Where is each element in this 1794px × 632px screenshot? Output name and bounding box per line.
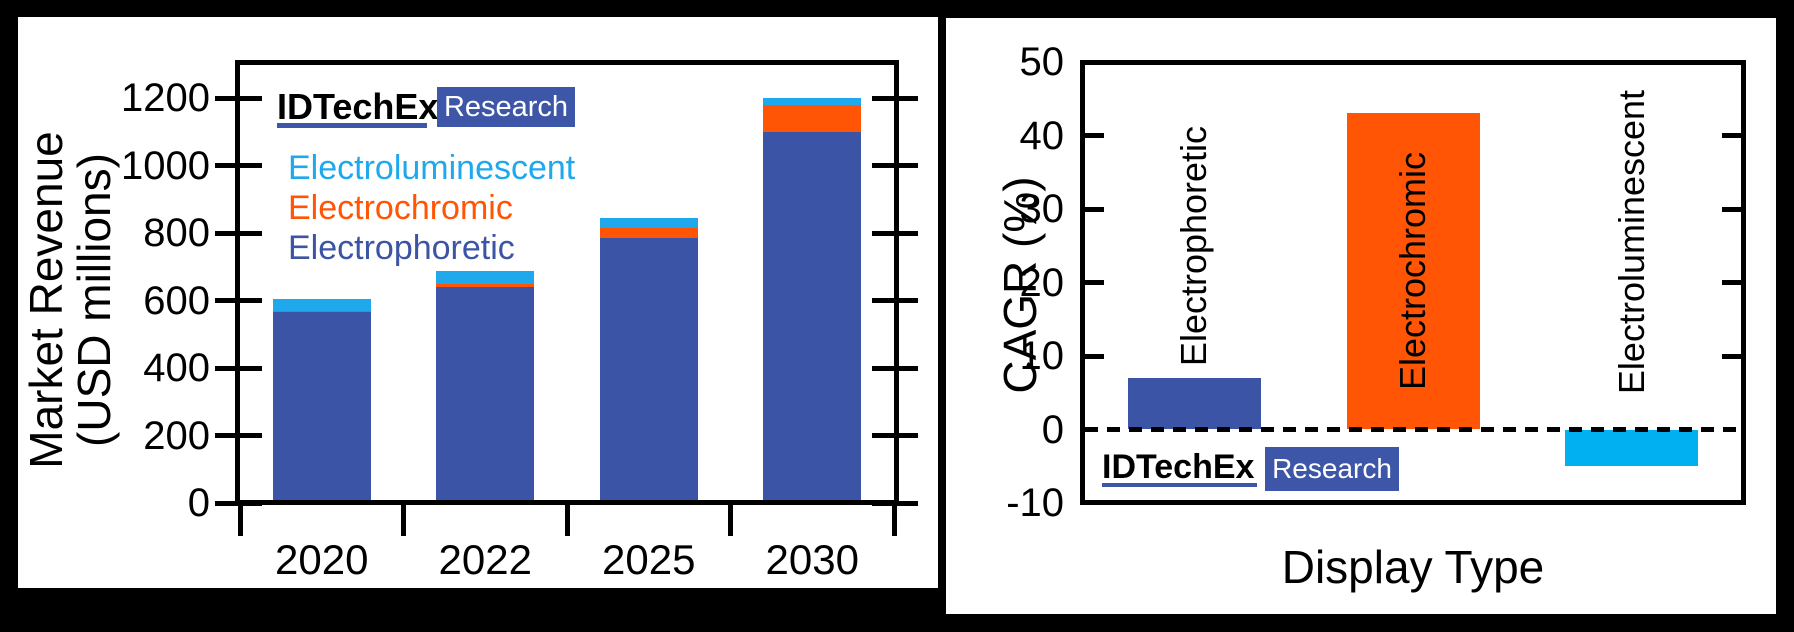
y-tick-label: 20 bbox=[1019, 260, 1065, 305]
bar-segment-2025-electrochromic bbox=[599, 227, 698, 239]
y-tick-label: 200 bbox=[143, 413, 210, 458]
bar-segment-2025-electroluminescent bbox=[599, 217, 698, 228]
y-tick-label: -10 bbox=[1006, 481, 1064, 525]
y-tick-left bbox=[215, 163, 262, 168]
cagr-bar-electrochromic bbox=[1346, 113, 1480, 430]
x-category-label: 2020 bbox=[275, 536, 369, 583]
cagr-bar-electrophoretic bbox=[1127, 378, 1261, 430]
bar-segment-2022-electrophoretic bbox=[436, 287, 535, 503]
y-tick-right bbox=[872, 230, 918, 236]
y-tick-label: 1200 bbox=[121, 76, 210, 120]
y-tick-label: 40 bbox=[1019, 113, 1065, 158]
y-tick-left bbox=[1082, 353, 1104, 359]
x-category-label: 2030 bbox=[765, 536, 859, 583]
bar-segment-2022-electrochromic bbox=[436, 284, 535, 287]
bar-segment-2020-electrochromic bbox=[272, 310, 371, 313]
y-tick-right bbox=[872, 365, 918, 371]
idtechex-underline-revenue bbox=[277, 123, 427, 128]
y-tick-left bbox=[215, 433, 262, 438]
x-tick bbox=[891, 500, 897, 536]
bar-segment-2025-electrophoretic bbox=[599, 238, 698, 503]
bar-segment-2020-electroluminescent bbox=[272, 298, 371, 311]
bar-segment-2030-electrochromic bbox=[763, 104, 862, 132]
y-tick-label: 0 bbox=[187, 481, 210, 525]
legend-item-electrophoretic: Electrophoretic bbox=[288, 229, 515, 267]
y-tick-label: 30 bbox=[1019, 187, 1065, 231]
legend-item-electrochromic: Electrochromic bbox=[288, 189, 513, 227]
y-tick-right bbox=[872, 163, 918, 168]
bar-segment-2030-electroluminescent bbox=[763, 98, 862, 105]
y-tick-label: 50 bbox=[1019, 40, 1065, 84]
bar-category-label-electrophoretic: Electrophoretic bbox=[1173, 125, 1215, 367]
y-tick-right bbox=[1722, 280, 1744, 285]
y-tick-label: 400 bbox=[143, 346, 210, 390]
y-tick-right bbox=[1722, 133, 1744, 138]
x-tick bbox=[728, 500, 733, 536]
y-tick-right bbox=[872, 95, 918, 101]
bar-segment-2020-electrophoretic bbox=[272, 312, 371, 503]
cagr-x-axis-title: Display Type bbox=[1281, 541, 1545, 593]
zero-dashed-line bbox=[1085, 427, 1744, 432]
y-tick-right bbox=[1722, 353, 1744, 359]
y-tick-left bbox=[1082, 280, 1104, 285]
bar-category-label-electroluminescent: Electroluminescent bbox=[1610, 89, 1652, 395]
y-tick-right bbox=[872, 433, 918, 438]
y-tick-left bbox=[215, 365, 262, 371]
research-badge-cagr: Research bbox=[1265, 447, 1399, 491]
x-tick bbox=[237, 500, 243, 536]
x-category-label: 2022 bbox=[438, 536, 532, 583]
bar-segment-2030-electrophoretic bbox=[763, 131, 862, 503]
y-tick-right bbox=[872, 298, 918, 303]
y-tick-left bbox=[215, 230, 262, 236]
idtechex-logo-cagr: IDTechEx bbox=[1102, 448, 1255, 486]
y-tick-label: 0 bbox=[1041, 407, 1064, 452]
y-tick-left bbox=[1082, 206, 1104, 212]
research-badge-revenue: Research bbox=[437, 87, 575, 127]
y-tick-left bbox=[1082, 133, 1104, 138]
y-tick-left bbox=[215, 298, 262, 303]
x-tick bbox=[401, 500, 406, 536]
bar-category-label-electrochromic: Electrochromic bbox=[1392, 151, 1433, 391]
y-tick-label: 600 bbox=[143, 278, 210, 323]
x-category-label: 2025 bbox=[602, 536, 696, 583]
bar-segment-2022-electroluminescent bbox=[436, 270, 535, 285]
y-tick-label: 800 bbox=[143, 211, 210, 255]
legend-item-electroluminescent: Electroluminescent bbox=[288, 149, 576, 187]
y-tick-left bbox=[215, 95, 262, 101]
idtechex-logo-revenue: IDTechEx bbox=[277, 86, 439, 127]
x-tick bbox=[564, 500, 570, 536]
y-tick-label: 10 bbox=[1019, 334, 1065, 378]
y-tick-label: 1000 bbox=[121, 143, 210, 188]
cagr-bar-electroluminescent bbox=[1565, 429, 1699, 467]
idtechex-underline-cagr bbox=[1102, 483, 1257, 487]
y-tick-right bbox=[1722, 206, 1744, 212]
